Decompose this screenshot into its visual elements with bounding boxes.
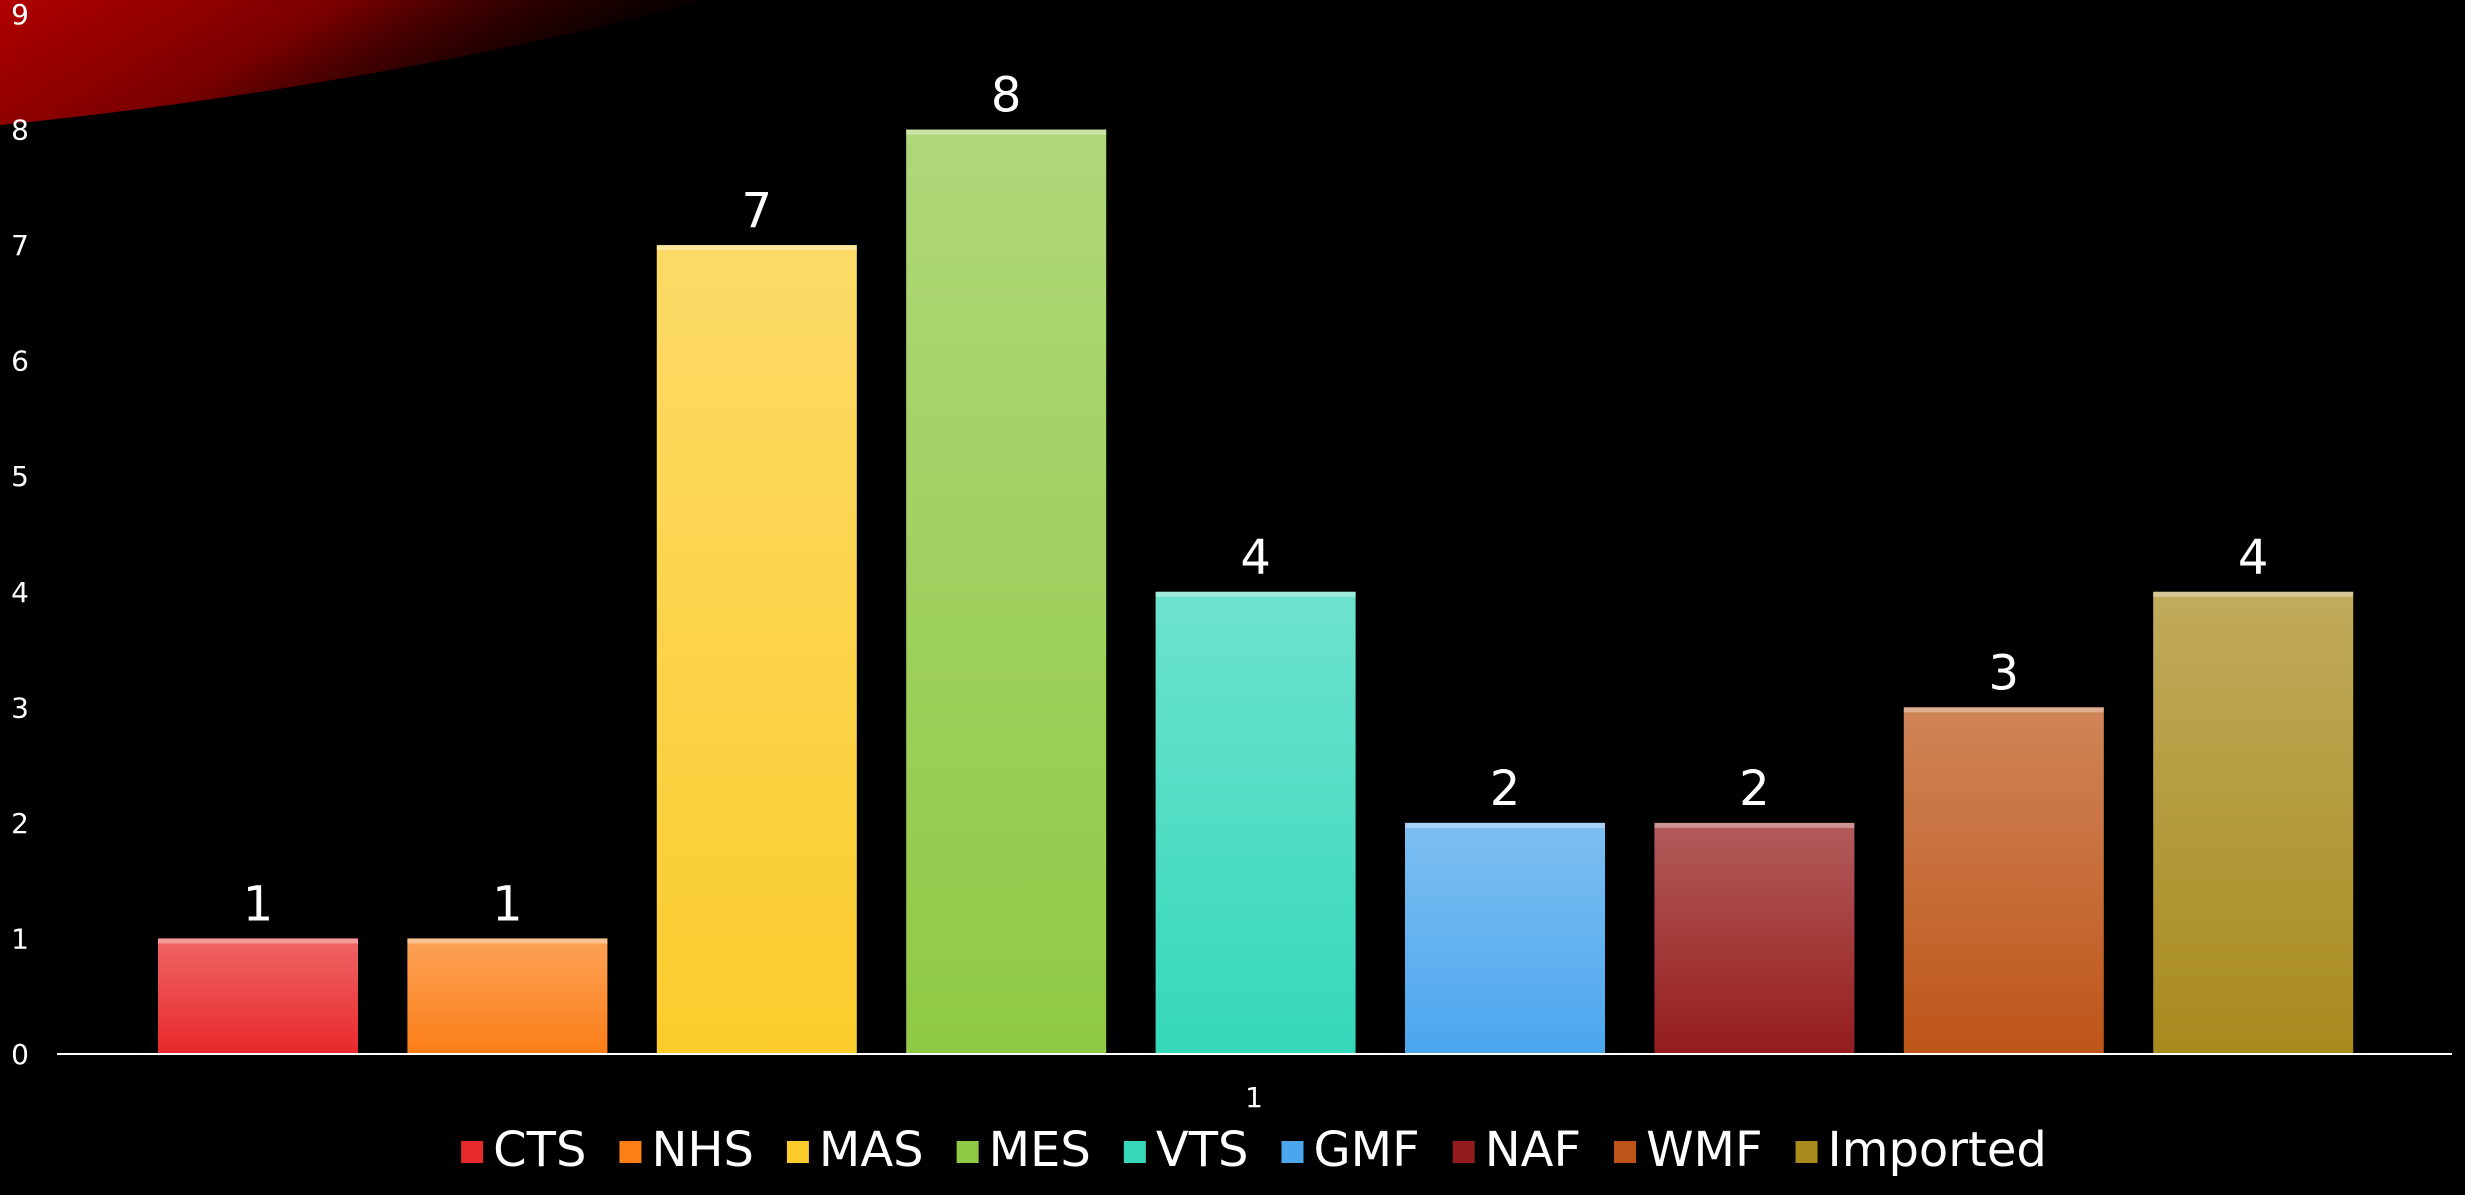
legend-item-mes: MES <box>956 1122 1091 1178</box>
legend-label-nhs: NHS <box>651 1122 753 1178</box>
bar-highlight <box>906 129 1107 1055</box>
data-labels: 1 1 7 8 4 2 2 3 4 <box>243 68 2269 933</box>
bar-highlight <box>656 245 857 1055</box>
legend-swatch-mas <box>786 1141 809 1163</box>
bar-highlight <box>158 938 358 1054</box>
bar-group-mas <box>656 245 857 1055</box>
bar-group-gmf <box>1405 822 1605 1054</box>
y-tick-label: 0 <box>11 1038 29 1071</box>
bar-group-naf <box>1654 822 1855 1054</box>
y-tick-label: 4 <box>11 576 29 609</box>
bar-top-edge <box>1405 822 1605 828</box>
data-label-wmf: 3 <box>1989 645 2020 701</box>
data-label-naf: 2 <box>1739 761 1770 817</box>
bar-highlight <box>1654 822 1855 1054</box>
bar-group-cts <box>158 938 358 1054</box>
data-label-vts: 4 <box>1240 530 1271 586</box>
bar-group-nhs <box>407 938 608 1054</box>
bar-group-vts <box>1155 591 1356 1054</box>
y-tick-label: 3 <box>11 691 29 724</box>
legend-item-cts: CTS <box>461 1122 586 1178</box>
bar-highlight <box>407 938 608 1054</box>
legend-item-nhs: NHS <box>619 1122 754 1178</box>
bar-top-edge <box>906 129 1107 135</box>
bar-top-edge <box>656 245 857 251</box>
bar-group-wmf <box>1903 707 2104 1054</box>
legend-swatch-cts <box>461 1141 484 1163</box>
legend-item-naf: NAF <box>1452 1122 1581 1178</box>
legend-swatch-naf <box>1452 1141 1475 1163</box>
legend-label-wmf: WMF <box>1646 1122 1762 1178</box>
bar-group-imported <box>2153 591 2354 1054</box>
legend-label-cts: CTS <box>493 1122 586 1178</box>
legend-item-gmf: GMF <box>1281 1122 1420 1178</box>
y-tick-label: 1 <box>11 922 29 955</box>
legend-label-gmf: GMF <box>1313 1122 1419 1178</box>
legend-item-mas: MAS <box>786 1122 924 1178</box>
bar-highlight <box>1405 822 1605 1054</box>
bar-highlight <box>1903 707 2104 1054</box>
legend-swatch-nhs <box>619 1141 642 1163</box>
data-label-gmf: 2 <box>1490 761 1521 817</box>
y-tick-label: 9 <box>11 0 29 31</box>
y-tick-label: 7 <box>11 229 29 262</box>
bar-top-edge <box>407 938 608 944</box>
legend-label-mes: MES <box>989 1122 1091 1178</box>
y-tick-label: 8 <box>11 114 29 147</box>
bar-top-edge <box>2153 591 2354 597</box>
background-swoosh <box>0 0 705 125</box>
legend-swatch-wmf <box>1614 1141 1637 1163</box>
legend: CTS NHS MAS MES VTS GMF NAF WMF Imported <box>461 1122 2047 1178</box>
data-label-nhs: 1 <box>492 876 523 932</box>
legend-item-vts: VTS <box>1123 1122 1249 1178</box>
bar-top-edge <box>1903 707 2104 713</box>
bar-top-edge <box>1155 591 1356 597</box>
bar-group-mes <box>906 129 1107 1055</box>
y-axis: 0 1 2 3 4 5 6 7 8 9 <box>11 0 29 1071</box>
y-tick-label: 6 <box>11 345 29 378</box>
bars <box>158 129 2354 1055</box>
bar-highlight <box>1155 591 1356 1054</box>
data-label-mes: 8 <box>991 68 1022 124</box>
x-tick-label: 1 <box>1245 1081 1263 1114</box>
bar-highlight <box>2153 591 2354 1054</box>
legend-label-naf: NAF <box>1485 1122 1581 1178</box>
y-tick-label: 5 <box>11 460 29 493</box>
data-label-imported: 4 <box>2238 530 2269 586</box>
legend-swatch-vts <box>1123 1141 1146 1163</box>
legend-label-vts: VTS <box>1156 1122 1249 1178</box>
legend-item-wmf: WMF <box>1614 1122 1763 1178</box>
legend-swatch-gmf <box>1281 1141 1304 1163</box>
legend-label-mas: MAS <box>819 1122 924 1178</box>
legend-swatch-imported <box>1795 1141 1818 1163</box>
data-label-mas: 7 <box>742 183 773 239</box>
legend-item-imported: Imported <box>1795 1122 2047 1178</box>
data-label-cts: 1 <box>243 876 274 932</box>
bar-top-edge <box>1654 822 1855 828</box>
legend-swatch-mes <box>956 1141 979 1163</box>
bar-top-edge <box>158 938 358 944</box>
y-tick-label: 2 <box>11 807 29 840</box>
legend-label-imported: Imported <box>1828 1122 2047 1178</box>
